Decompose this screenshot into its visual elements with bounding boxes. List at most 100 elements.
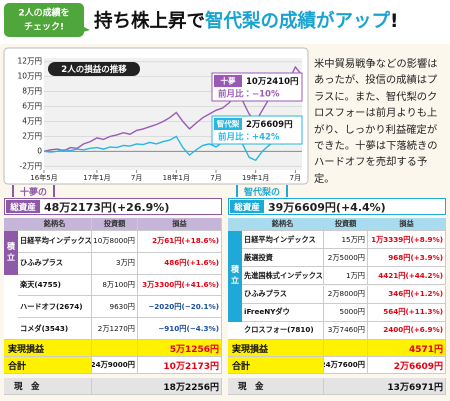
sum-label: 合計 [4,357,92,374]
y-tick-label: 10万円 [17,72,42,81]
side-label: 積立 [4,231,18,275]
chart-title: 2人の損益の推移 [61,64,127,75]
side-blank [4,274,18,340]
holding-pnl: 486円(+1.6%) [138,252,222,275]
column-header: 投資額 [324,218,368,231]
column-header: 銘柄名 [242,218,324,231]
holding-name: ハードオフ(2674) [18,296,92,319]
y-tick-label: 0 [37,146,42,155]
x-tick-label: 7月 [131,174,142,182]
holding-invest: 3万7460円 [324,321,368,340]
realized-value: 4571円 [368,340,446,357]
badge [4,3,84,37]
sum-invest: 24万9000円 [92,357,138,374]
sum-label: 合計 [228,357,324,374]
holding-name: 日経平均インデックス [18,231,92,253]
portfolio-tag: 智代梨の [236,185,289,197]
holding-pnl: 2400円(+6.9%) [368,321,446,340]
chart-title-bg [48,62,140,76]
holding-name: ひふみプラス [18,252,92,275]
badge-line: 2人の成績を [18,7,69,19]
column-header: 損益 [368,218,446,231]
holding-pnl: 2万61円(+18.6%) [138,231,222,253]
holding-invest: 8万100円 [92,274,138,297]
y-tick-label: -2万円 [20,161,42,170]
y-tick-label: 6万円 [22,102,42,111]
badge-pointer [76,24,90,34]
holding-name: 先進国株式インデックス [242,267,324,286]
cash-value: 13万6971円 [324,378,446,395]
side-blank [228,321,242,340]
holding-invest: 3万円 [92,252,138,275]
x-tick-label: 7月 [290,174,301,182]
header-corner [4,218,18,231]
realized-value: 5万1256円 [138,340,222,357]
total-label: 総資産 [230,200,264,213]
title-part: 持ち株上昇で [94,10,205,32]
legend-name-bg [214,118,242,130]
holding-invest: 15万円 [324,231,368,250]
sum-invest: 24万7600円 [324,357,368,374]
cash-value: 18万2256円 [92,378,222,395]
total-label: 総資産 [6,200,40,213]
holding-name: コメダ(3543) [18,318,92,340]
realized-blank [324,340,368,357]
body-text: 米中貿易戦争などの影響はあったが、投信の成績はプラスに。また、智代梨のクロスフォ… [314,58,438,185]
x-tick-label: 16年5月 [30,173,57,182]
portfolio-tag: 十夢の [12,185,56,197]
column-header: 投資額 [92,218,138,231]
title-part: ! [390,11,398,32]
realized-blank [92,340,138,357]
y-tick-label: 2万円 [22,131,42,140]
column-header: 銘柄名 [18,218,92,231]
holding-invest: 1万円 [324,267,368,286]
total-frame [228,198,446,215]
realized-label: 実現損益 [228,340,324,357]
title-highlight: 智代梨の成績がアップ [205,10,391,32]
holding-invest: 2万8000円 [324,285,368,304]
holding-name: 厳選投資 [242,249,324,268]
holding-pnl: −2020円(−20.1%) [138,296,222,319]
side-label: 積立 [228,231,242,322]
holding-pnl: 346円(+1.2%) [368,285,446,304]
holding-pnl: 968円(+3.9%) [368,249,446,268]
y-tick-label: 12万円 [17,57,42,66]
header-and-chart: 2人の成績を チェック! 持ち株上昇で智代梨の成績がアップ! 12万円 10万円 8… [0,0,450,185]
holding-pnl: −910円(−4.3%) [138,318,222,340]
sum-pnl: 2万6609円 [368,357,446,374]
x-tick-label: 19年1月 [242,173,269,182]
header-corner [228,218,242,231]
legend-name: 十夢 [221,76,236,86]
cash-label: 現 金 [4,378,92,395]
column-header: 損益 [138,218,222,231]
holding-pnl: 3万3300円(+41.6%) [138,274,222,297]
cash-label: 現 金 [228,378,324,395]
holding-pnl: 564円(+11.3%) [368,303,446,322]
total-frame [4,198,222,215]
total-value: 39万6609円(+4.4%) [268,200,386,214]
holding-invest: 2万1270円 [92,318,138,340]
holding-name: iFreeNYダウ [242,303,324,322]
holding-name: 楽天(4755) [18,274,92,297]
holding-name: クロスフォー(7810) [242,321,324,340]
y-tick-label: 4万円 [22,116,42,125]
x-tick-label: 18年1月 [163,173,190,182]
legend-amount: 10万2410円 [246,77,299,87]
holding-invest: 9630円 [92,296,138,319]
legend-amount: 2万6609円 [246,120,293,130]
y-tick-label: 8万円 [22,87,42,96]
title: 持ち株上昇で智代梨の成績がアップ! [94,10,398,32]
holding-pnl: 4421円(+44.2%) [368,267,446,286]
total-value: 48万2173円(+26.9%) [44,200,170,214]
badge-line: チェック! [24,22,64,33]
holding-invest: 10万8000円 [92,231,138,253]
legend-change: 前月比：+42% [218,132,280,143]
holding-invest: 5000円 [324,303,368,322]
x-tick-label: 17年1月 [83,173,110,182]
x-tick-label: 7月 [210,174,221,182]
series-line [43,130,303,162]
holding-invest: 2万5000円 [324,249,368,268]
legend-name-bg [214,75,242,87]
legend-change: 前月比：−10% [218,89,280,100]
